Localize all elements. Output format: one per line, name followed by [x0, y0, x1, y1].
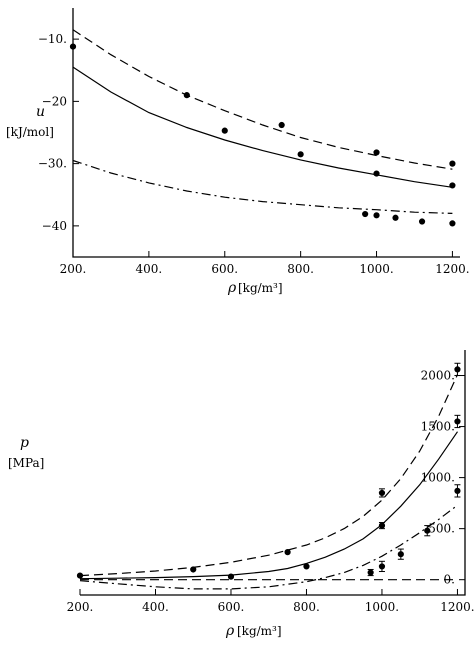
data-point [284, 549, 291, 556]
x-axis-unit: [kg/m³] [238, 281, 283, 295]
data-point [397, 551, 404, 558]
axes-frame [80, 350, 466, 596]
data-point [373, 170, 380, 177]
data-point [373, 212, 380, 219]
y-axis-symbol: p [20, 435, 29, 451]
y-tick-label: 1500. [421, 420, 455, 434]
series-dashed-line [79, 374, 459, 577]
y-tick-label: 1000. [421, 471, 455, 485]
data-point [278, 121, 285, 129]
data-point [76, 572, 84, 579]
data-point [227, 573, 235, 580]
series-solid-line [72, 66, 453, 188]
y-axis-unit: [MPa] [8, 456, 44, 470]
data-point [418, 218, 426, 225]
x-tick-label: 800. [287, 262, 314, 276]
energy-chart: 200. 400. 600. 800. 1000. 1200. −10. −20 −30. −40… [6, 8, 470, 296]
data-point [378, 489, 386, 497]
y-axis-symbol: u [36, 104, 45, 120]
y-tick-label: −10. [38, 32, 67, 46]
data-point [303, 563, 310, 570]
x-tick-label: 400. [136, 262, 163, 276]
data-point [454, 418, 461, 425]
x-tick-label: 1000. [365, 600, 399, 614]
y-tick-label: 500. [428, 522, 455, 536]
data-point [221, 127, 228, 134]
axes-frame [72, 8, 460, 258]
data-point [378, 522, 386, 529]
y-axis-unit: [kJ/mol] [6, 125, 54, 139]
x-tick-label: 200. [60, 262, 87, 276]
data-point [454, 366, 461, 373]
data-point [454, 487, 461, 494]
x-axis-unit: [kg/m³] [237, 624, 282, 638]
series-dashed-line [72, 29, 453, 170]
data-point [449, 220, 456, 227]
x-tick-label: 400. [142, 600, 169, 614]
data-point [362, 210, 369, 218]
x-axis-symbol: ρ [227, 280, 237, 296]
data-point [424, 527, 431, 534]
x-tick-label: 600. [211, 262, 238, 276]
pressure-chart: 200. 400. 600. 800. 1000. 1200.0.500.1000.150… [8, 350, 474, 639]
y-tick-label: −20 [42, 94, 67, 108]
x-tick-label: 800. [293, 600, 320, 614]
series-dashdot-line [72, 159, 453, 214]
y-tick-label: −30. [38, 157, 67, 171]
x-axis-symbol: ρ [225, 623, 235, 639]
y-tick-label: −40 [42, 219, 67, 233]
data-point [373, 149, 380, 156]
x-tick-label: 600. [218, 600, 245, 614]
x-tick-label: 1200. [440, 600, 474, 614]
data-point [449, 160, 456, 167]
data-point [367, 569, 374, 576]
data-point [183, 92, 190, 99]
data-point [392, 214, 399, 221]
data-point [190, 566, 197, 573]
data-point [69, 43, 77, 50]
x-tick-label: 1200. [435, 262, 469, 276]
series-dashdot-line [79, 504, 458, 590]
y-tick-label: 2000. [421, 369, 455, 383]
data-point [449, 182, 456, 189]
x-tick-label: 200. [67, 600, 94, 614]
data-point [297, 151, 304, 158]
data-point [378, 563, 386, 570]
series-solid-line [79, 431, 458, 580]
x-tick-label: 1000. [359, 262, 393, 276]
